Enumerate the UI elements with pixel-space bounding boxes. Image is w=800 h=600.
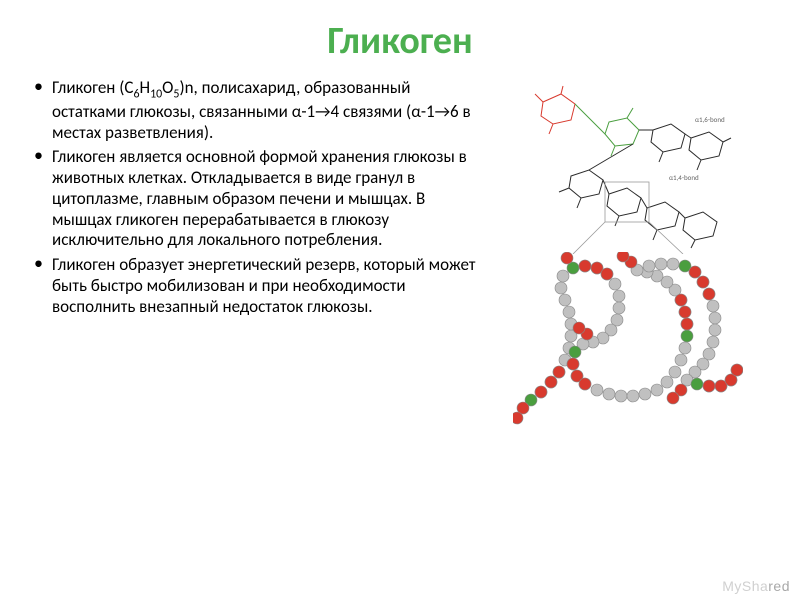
red-glucose-unit — [535, 86, 575, 134]
figure-column: α1,6-bond α1,4-bond — [489, 78, 768, 432]
bullet-list: Гликоген (C6H10O5)n, полисахарид, образо… — [32, 78, 481, 317]
bullet-1: Гликоген является основной формой хранен… — [52, 147, 481, 251]
content-area: Гликоген (C6H10O5)n, полисахарид, образо… — [32, 78, 768, 432]
text-column: Гликоген (C6H10O5)n, полисахарид, образо… — [32, 78, 481, 432]
chemical-structure-diagram: α1,6-bond α1,4-bond — [513, 84, 743, 254]
bullet-2: Гликоген образует энергетический резерв,… — [52, 255, 481, 317]
watermark: MyShared — [722, 578, 790, 594]
glycogen-bead-chain — [513, 252, 743, 432]
gray-upper-chain — [639, 124, 731, 170]
slide-title: Гликоген — [32, 18, 768, 64]
watermark-prefix: MySha — [722, 578, 768, 594]
gray-chain — [559, 144, 717, 248]
green-branch-unit — [575, 104, 639, 156]
bullet-0: Гликоген (C6H10O5)n, полисахарид, образо… — [52, 78, 481, 143]
bond-16-label: α1,6-bond — [695, 115, 725, 124]
watermark-suffix: red — [768, 578, 790, 594]
bond-14-label: α1,4-bond — [669, 173, 699, 182]
